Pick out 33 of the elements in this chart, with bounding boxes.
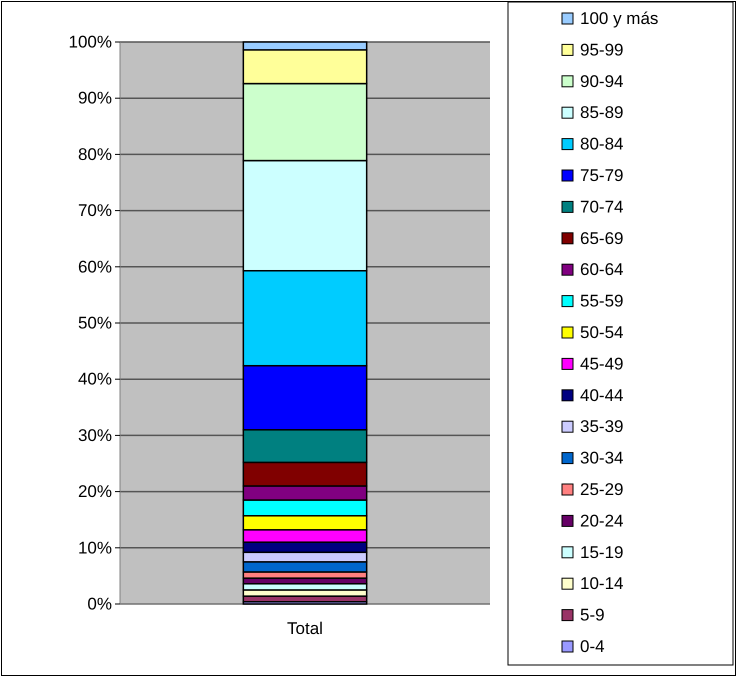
legend-label: 45-49 — [580, 354, 624, 374]
legend-label: 80-84 — [580, 134, 624, 154]
y-tick-label: 90% — [78, 88, 112, 108]
legend-label: 30-34 — [580, 448, 624, 468]
y-tick-label: 0% — [87, 594, 112, 614]
legend-label: 85-89 — [580, 103, 624, 122]
legend-label: 75-79 — [580, 166, 624, 185]
legend-label: 35-39 — [580, 417, 624, 436]
legend-label: 70-74 — [580, 197, 624, 216]
legend-label: 100 y más — [580, 9, 658, 28]
y-tick-label: 70% — [78, 201, 112, 220]
legend-label: 5-9 — [580, 606, 605, 625]
x-tick-label: Total — [287, 619, 323, 638]
legend-label: 65-69 — [580, 228, 624, 248]
legend-label: 20-24 — [580, 511, 624, 530]
legend-label: 40-44 — [580, 386, 624, 405]
legend-label: 55-59 — [580, 292, 624, 311]
legend-label: 90-94 — [580, 72, 624, 91]
y-tick-label: 80% — [78, 144, 112, 164]
y-tick-label: 10% — [78, 538, 112, 558]
y-tick-label: 100% — [68, 32, 112, 52]
y-tick-label: 40% — [78, 370, 112, 389]
legend-label: 25-29 — [580, 480, 624, 499]
y-tick-label: 20% — [78, 482, 112, 502]
y-tick-label: 30% — [78, 426, 112, 445]
legend-label: 10-14 — [580, 574, 624, 594]
legend-label: 95-99 — [580, 40, 624, 60]
legend-label: 0-4 — [580, 637, 605, 656]
legend-label: 15-19 — [580, 542, 624, 562]
y-tick-label: 50% — [78, 313, 112, 332]
legend-label: 50-54 — [580, 323, 624, 342]
legend-label: 60-64 — [580, 260, 624, 280]
y-tick-label: 60% — [78, 257, 112, 276]
